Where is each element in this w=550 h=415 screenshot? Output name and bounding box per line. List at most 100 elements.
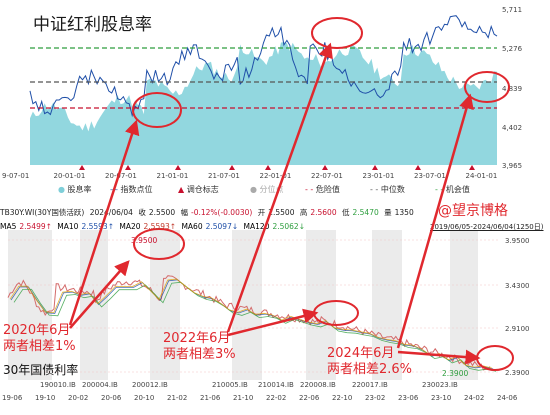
y-tick-label: 4,839 [502,85,522,93]
x-tick-label: 23-06 [398,394,419,402]
ma10-label: MA10 [57,222,79,231]
legend-label: 调仓标志 [186,185,219,194]
quote-change: -0.12%(-0.0030) [190,208,253,217]
x-tick-label: 21-02 [167,394,187,402]
highlight-circle-2020 [132,92,182,128]
legend-item-index-points[interactable]: — 指数点位 [110,185,153,194]
annotation-date: 2020年6月 [3,323,71,338]
contract-label: 200004.IB [82,381,118,389]
quote-high: 2.5600 [310,208,337,217]
contract-label: 220008.IB [300,381,336,389]
top-chart-legend: ● 股息率 — 指数点位 ▲ 调仓标志 ● 分位点 - - 危险值 - - 中位… [0,184,550,198]
ma5-label: MA5 [0,222,17,231]
y-tick-label: 3,965 [502,162,522,170]
annotation-2020: 2020年6月 两者相差1% [3,323,76,355]
y-tick-label: 3.4300 [505,282,530,290]
x-tick-label: 21-06 [200,394,221,402]
x-tick-label: 21-01-01 [157,172,189,180]
contract-label: 220017.IB [352,381,388,389]
quote-low: 2.5470 [352,208,379,217]
y-tick-label: 3.9500 [505,237,530,245]
quote-volume: 1350 [394,208,414,217]
x-tick-label: 22-01-01 [260,172,292,180]
legend-label: 中位数 [380,185,405,194]
period-band [8,230,52,380]
x-tick-label: 23-01-01 [363,172,395,180]
min-value-label: 2.3900 [442,369,468,378]
annotation-spread: 两者相差3% [163,347,236,362]
annotation-date: 2024年6月 [327,346,395,361]
x-tick-label: 20-07-01 [105,172,137,180]
date-range-label[interactable]: 2019/06/05-2024/06/04(1250日) [430,223,544,231]
x-tick-label: 20-01-01 [54,172,86,180]
x-tick-label: 20-10 [134,394,154,402]
ma60-value: 2.5097↓ [205,222,239,231]
annotation-2022: 2022年6月 两者相差3% [163,331,236,363]
dividend-yield-chart-panel: 5,711 5,276 4,839 4,402 3,965 9-07-01 20-01-01… [0,0,550,200]
x-tick-label: 22-10 [332,394,352,402]
rebalance-marker [79,165,85,170]
x-tick-label: 24-01-01 [466,172,498,180]
rebalance-marker [125,165,131,170]
rebalance-marker [175,165,181,170]
legend-item-opportunity[interactable]: - - 机会值 [435,185,470,194]
legend-label: 指数点位 [120,185,153,194]
x-tick-label: 19-06 [2,394,23,402]
legend-item-percentile[interactable]: ● 分位点 [250,185,284,194]
legend-item-rebalance-mark[interactable]: ▲ 调仓标志 [178,185,219,194]
legend-item-dividend-yield[interactable]: ● 股息率 [58,185,92,194]
contract-label: 200012.IB [132,381,168,389]
legend-label: 机会值 [445,185,470,194]
ma20-label: MA20 [119,222,141,231]
quote-close-label: 收 [138,208,146,217]
x-tick-label: 21-10 [233,394,253,402]
ma120-label: MA120 [243,222,270,231]
quote-change-label: 幅 [180,208,188,217]
x-tick-label: 21-07-01 [208,172,240,180]
chart-title: 中证红利股息率 [33,15,152,35]
ma20-value: 2.5593↑ [143,222,177,231]
quote-open-label: 开 [257,208,266,217]
contract-label: 210014.IB [258,381,294,389]
rebalance-marker [322,165,328,170]
x-tick-label: 23-02 [365,394,385,402]
legend-label: 危险值 [315,185,340,194]
legend-item-median[interactable]: - - 中位数 [370,185,405,194]
y-tick-label: 4,402 [502,124,522,132]
x-tick-label: 22-02 [266,394,286,402]
rebalance-marker [229,165,235,170]
period-band [232,230,262,380]
legend-label: 股息率 [67,185,92,194]
annotation-spread: 两者相差1% [3,339,76,354]
x-tick-label: 20-06 [101,394,122,402]
y-tick-label: 5,711 [502,6,522,14]
y-tick-label: 2.3900 [505,369,530,377]
x-tick-label: 24-02 [464,394,484,402]
ma10-value: 2.5593↑ [81,222,114,231]
highlight-circle-2022 [311,17,363,49]
ma120-value: 2.5062↓ [272,222,305,231]
annotation-date: 2022年6月 [163,331,231,346]
max-value-label: 3.9500 [131,236,157,245]
rebalance-marker [265,165,271,170]
ma60-label: MA60 [181,222,203,231]
x-tick-label: 23-10 [431,394,451,402]
index-points-line [29,15,498,118]
quote-close: 2.5500 [148,208,176,217]
quote-low-label: 低 [342,208,350,217]
quote-date: 2024/06/04 [89,208,133,217]
y-tick-label: 5,276 [502,45,523,53]
annotation-spread: 两者相差2.6% [327,362,413,377]
rebalance-marker [372,165,378,170]
author-watermark: @望京博格 [438,203,508,219]
x-tick-label: 9-07-01 [2,172,29,180]
x-tick-label: 19-10 [35,394,55,402]
quote-volume-label: 量 [384,208,392,217]
y-tick-label: 2.9100 [505,325,530,333]
x-tick-label: 20-02 [68,394,88,402]
legend-item-danger[interactable]: - - 危险值 [305,185,340,194]
highlight-circle-2024 [464,71,510,103]
x-tick-label: 22-07-01 [311,172,343,180]
quote-header: TB30Y.WI(30Y国债活跃) 2024/06/04 收 2.5500 幅 -0… [0,207,417,218]
highlight-circle-2024 [476,345,514,371]
